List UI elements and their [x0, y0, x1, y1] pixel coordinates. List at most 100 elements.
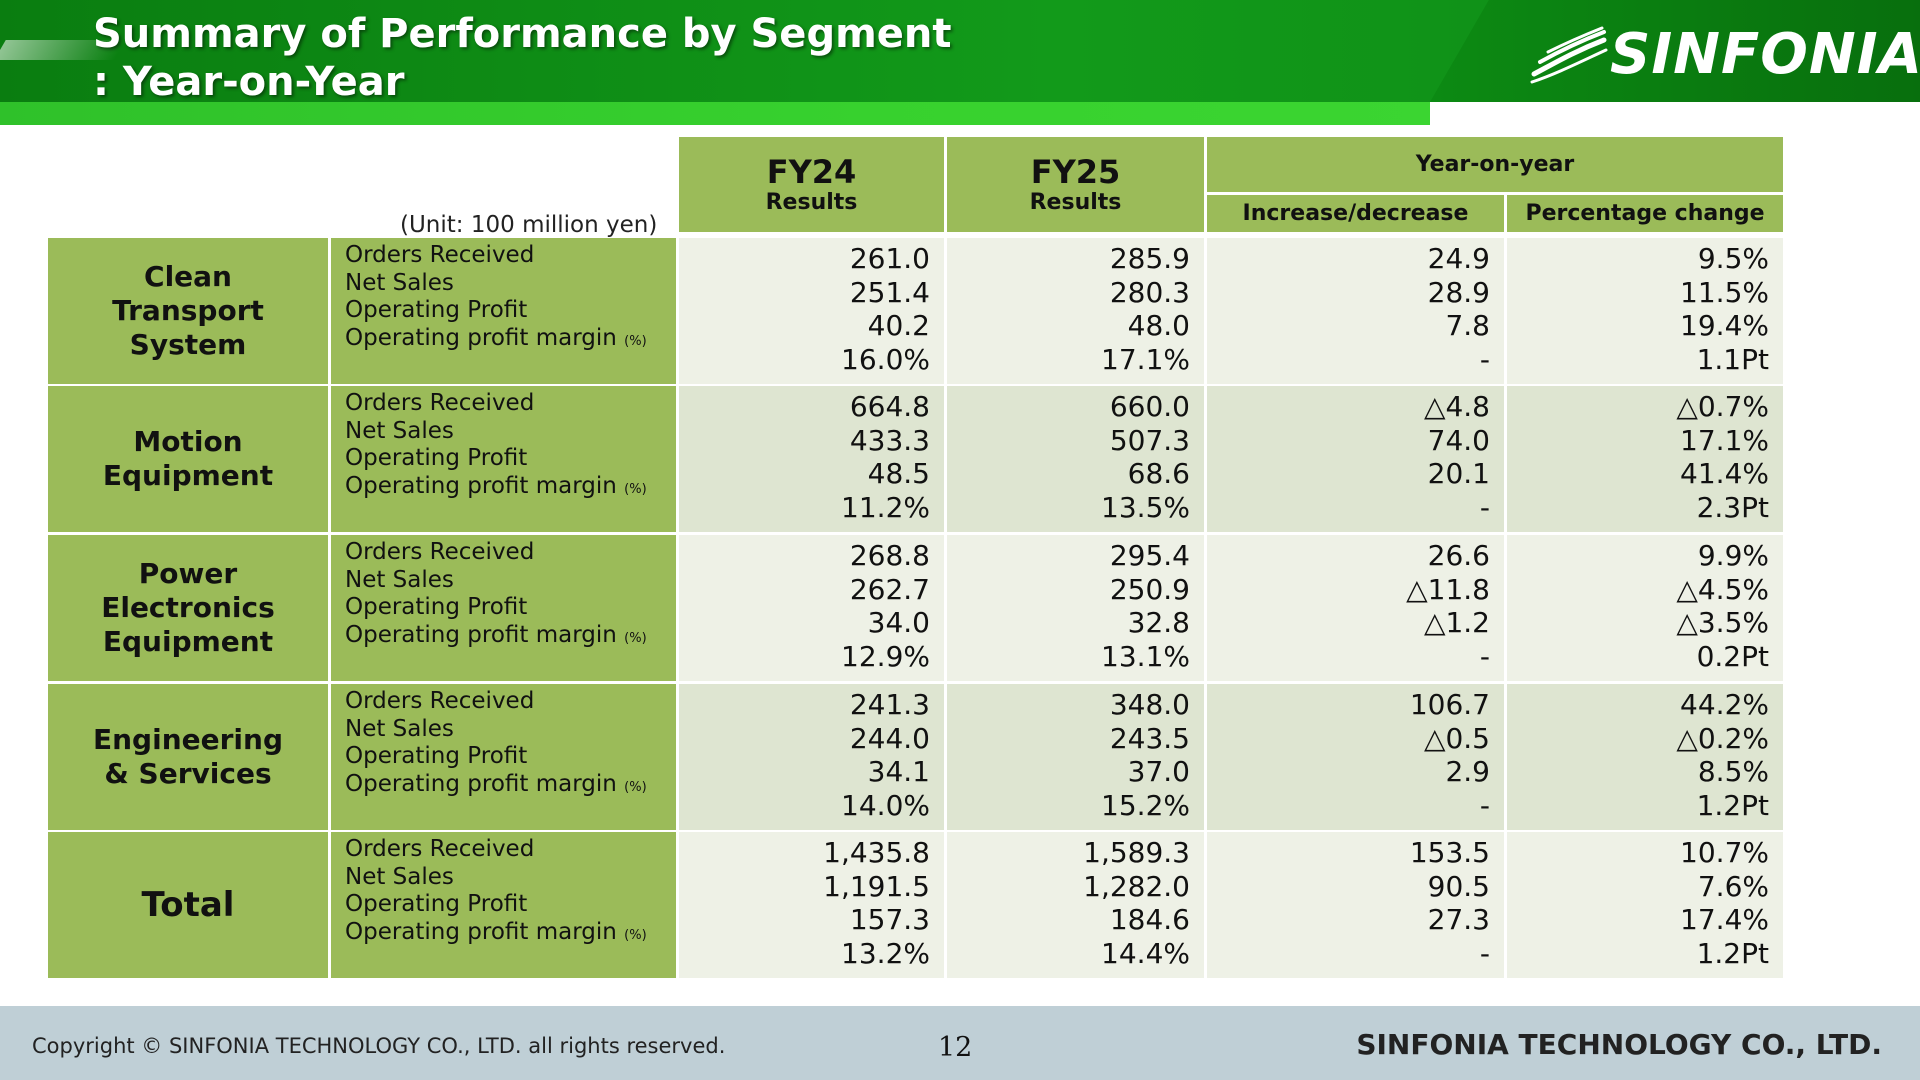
metric-label: Operating Profit [345, 743, 676, 771]
value-pct: 2.3Pt [1696, 490, 1769, 524]
logo-text: SINFONIA [1610, 21, 1920, 87]
title-line-2: : Year-on-Year [93, 59, 405, 105]
value-fy25: 507.3 [1109, 423, 1190, 457]
value-fy24: 433.3 [849, 423, 930, 457]
metric-label-text: Operating profit margin [345, 621, 617, 648]
value-fy24: 48.5 [867, 457, 930, 490]
metric-label: Operating profit margin (%) [345, 473, 676, 504]
copyright-text: Copyright © SINFONIA TECHNOLOGY CO., LTD… [32, 1034, 726, 1058]
value-fy25: 184.6 [1109, 903, 1190, 936]
metric-label-text: Net Sales [345, 417, 454, 444]
metric-label: Operating Profit [345, 594, 676, 622]
value-fy25: 17.1% [1101, 342, 1190, 376]
data-cell-pct: 10.7% 7.6% 17.4% 1.2Pt [1507, 832, 1783, 978]
value-fy24: 241.3 [849, 688, 930, 721]
segment-label-line: Transport [112, 294, 264, 327]
metric-label: Net Sales [345, 716, 676, 744]
metric-label: Operating Profit [345, 297, 676, 325]
value-change: △11.8 [1406, 572, 1490, 606]
value-fy24: 34.0 [867, 606, 930, 639]
value-fy25: 1,282.0 [1083, 869, 1190, 903]
data-cell-fy24: 261.0 251.4 40.2 16.0% [679, 238, 944, 384]
data-cell-pct: 44.2% △0.2% 8.5% 1.2Pt [1507, 684, 1783, 830]
metric-label-text: Orders Received [345, 539, 535, 565]
data-cell-pct: △0.7% 17.1% 41.4% 2.3Pt [1507, 386, 1783, 532]
segment-label: Power Electronics Equipment [48, 535, 328, 681]
segment-label-line: Total [141, 885, 235, 925]
value-change: 106.7 [1409, 688, 1490, 721]
title-line-1: Summary of Performance by Segment [93, 11, 952, 57]
value-fy24: 157.3 [849, 903, 930, 936]
data-cell-fy24: 664.8 433.3 48.5 11.2% [679, 386, 944, 532]
value-fy24: 1,435.8 [823, 836, 930, 869]
value-change: 7.8 [1445, 309, 1490, 342]
value-fy24: 40.2 [867, 309, 930, 342]
value-change: 74.0 [1427, 423, 1490, 457]
data-cell-fy25: 285.9 280.3 48.0 17.1% [947, 238, 1204, 384]
value-pct: 10.7% [1680, 836, 1769, 869]
segment-label-line: Clean [144, 260, 232, 293]
value-change: - [1479, 342, 1490, 376]
value-fy24: 16.0% [841, 342, 930, 376]
wave-logo-icon [1530, 26, 1608, 84]
company-name: SINFONIA TECHNOLOGY CO., LTD. [1356, 1028, 1882, 1061]
value-fy24: 13.2% [841, 936, 930, 970]
value-fy25: 32.8 [1127, 606, 1190, 639]
value-pct: △3.5% [1676, 606, 1769, 639]
segment-metric-labels: Orders Received Net Sales Operating Profit… [331, 386, 676, 532]
value-pct: 44.2% [1680, 688, 1769, 721]
value-change: - [1479, 639, 1490, 673]
metric-label-text: Orders Received [345, 836, 535, 862]
value-change: 24.9 [1427, 242, 1490, 275]
value-pct: △0.2% [1676, 721, 1769, 755]
header-fy24-sub: Results [765, 189, 858, 215]
header-year-on-year: Year-on-year [1207, 137, 1783, 192]
segment-metric-labels: Orders Received Net Sales Operating Profit… [331, 832, 676, 978]
value-pct: 9.9% [1697, 539, 1769, 572]
value-change: - [1479, 490, 1490, 524]
value-pct: 41.4% [1680, 457, 1769, 490]
value-fy25: 37.0 [1127, 755, 1190, 788]
value-fy25: 660.0 [1109, 390, 1190, 423]
header-percentage-change: Percentage change [1507, 195, 1783, 232]
value-change: △1.2 [1423, 606, 1490, 639]
value-fy24: 262.7 [849, 572, 930, 606]
value-fy24: 261.0 [849, 242, 930, 275]
value-change: 26.6 [1427, 539, 1490, 572]
value-fy25: 14.4% [1101, 936, 1190, 970]
value-change: - [1479, 936, 1490, 970]
data-cell-pct: 9.5% 11.5% 19.4% 1.1Pt [1507, 238, 1783, 384]
value-pct: 19.4% [1680, 309, 1769, 342]
value-pct: 1.2Pt [1696, 788, 1769, 822]
value-pct: 17.4% [1680, 903, 1769, 936]
data-cell-fy25: 1,589.3 1,282.0 184.6 14.4% [947, 832, 1204, 978]
value-pct: 1.1Pt [1696, 342, 1769, 376]
metric-label: Net Sales [345, 567, 676, 595]
value-fy24: 14.0% [841, 788, 930, 822]
metric-label-text: Operating Profit [345, 594, 528, 620]
data-cell-change: △4.8 74.0 20.1- [1207, 386, 1504, 532]
metric-label-text: Operating Profit [345, 891, 528, 917]
segment-metric-labels: Orders Received Net Sales Operating Profit… [331, 684, 676, 830]
value-fy25: 348.0 [1109, 688, 1190, 721]
metric-label-text: Net Sales [345, 566, 454, 593]
header-logo-band [1430, 0, 1920, 102]
value-fy25: 68.6 [1127, 457, 1190, 490]
value-fy24: 1,191.5 [823, 869, 930, 903]
value-fy24: 268.8 [849, 539, 930, 572]
value-fy24: 664.8 [849, 390, 930, 423]
metric-label-text: Orders Received [345, 390, 535, 416]
header-fy25-label: FY25 [1030, 152, 1121, 191]
metric-label: Operating profit margin (%) [345, 325, 676, 356]
header-fy24-label: FY24 [766, 152, 857, 191]
metric-label-text: Operating Profit [345, 445, 528, 471]
percent-note: (%) [624, 630, 647, 646]
metric-label: Orders Received [345, 242, 676, 270]
metric-label: Operating Profit [345, 445, 676, 473]
value-fy25: 280.3 [1109, 275, 1190, 309]
segment-metric-labels: Orders Received Net Sales Operating Profit… [331, 535, 676, 681]
header-increase-decrease: Increase/decrease [1207, 195, 1504, 232]
segment-label: Clean Transport System [48, 238, 328, 384]
metric-label-text: Orders Received [345, 242, 535, 268]
metric-label-text: Operating profit margin [345, 324, 617, 351]
